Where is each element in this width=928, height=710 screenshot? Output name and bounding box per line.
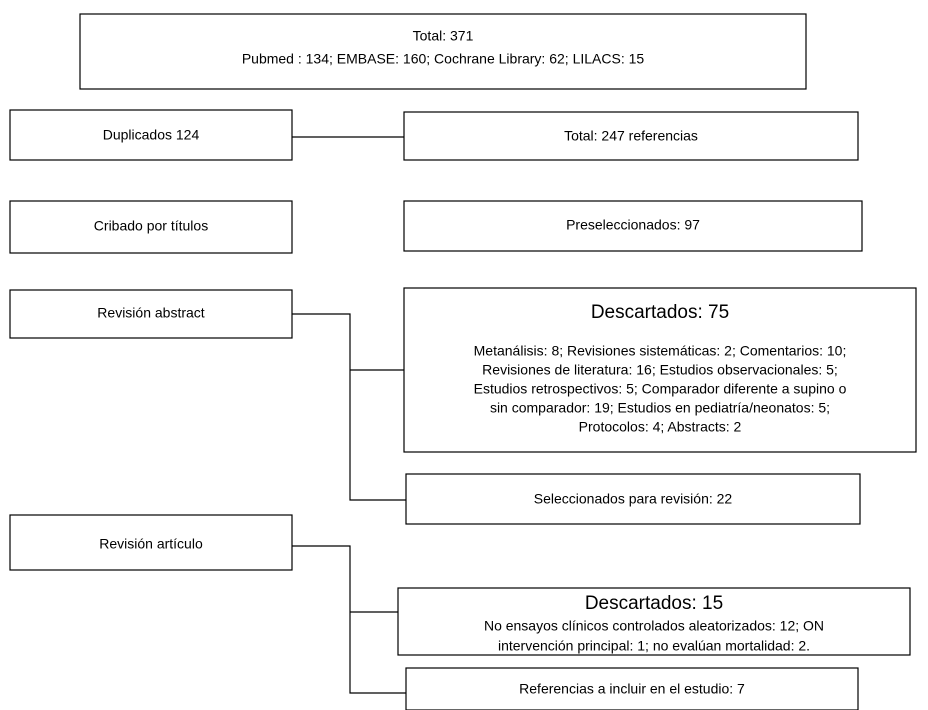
node-referencias: Referencias a incluir en el estudio: 7 <box>405 667 859 710</box>
node-duplicados: Duplicados 124 <box>9 109 293 161</box>
node-total-inicial: Total: 371 Pubmed : 134; EMBASE: 160; Coc… <box>79 13 807 90</box>
node-cribado: Cribado por títulos <box>9 200 293 254</box>
node-total-referencias: Total: 247 referencias <box>403 111 859 161</box>
box <box>403 287 917 453</box>
box <box>9 514 293 571</box>
box-text: Estudios retrospectivos: 5; Comparador d… <box>474 381 847 397</box>
box-text: Total: 371 <box>413 28 474 44</box>
box-text: Revisiones de literatura: 16; Estudios o… <box>482 362 838 378</box>
box-title: Descartados: 15 <box>585 593 723 614</box>
box <box>9 289 293 339</box>
box-text: No ensayos clínicos controlados aleatori… <box>484 618 824 634</box>
box <box>79 13 807 90</box>
box-text: Duplicados 124 <box>103 127 200 143</box>
box-text: intervención principal: 1; no evalúan mo… <box>498 638 810 654</box>
box <box>397 587 911 656</box>
box-text: Cribado por títulos <box>94 218 208 234</box>
box-title: Descartados: 75 <box>591 302 729 323</box>
connector <box>292 313 406 501</box>
box-text: Preseleccionados: 97 <box>566 217 700 233</box>
node-descartados-75: Descartados: 75 Metanálisis: 8; Revisione… <box>403 287 917 453</box>
box-text: Pubmed : 134; EMBASE: 160; Cochrane Libr… <box>242 51 645 67</box>
box <box>405 473 861 525</box>
box-text: Metanálisis: 8; Revisiones sistemáticas:… <box>474 343 847 359</box>
node-revision-articulo: Revisión artículo <box>9 514 293 571</box>
box-text: Protocolos: 4; Abstracts: 2 <box>579 419 742 435</box>
node-revision-abstract: Revisión abstract <box>9 289 293 339</box>
box-text: Revisión abstract <box>97 305 204 321</box>
box-text: Referencias a incluir en el estudio: 7 <box>519 681 745 697</box>
node-descartados-15: Descartados: 15 No ensayos clínicos contr… <box>397 587 911 656</box>
connector <box>292 545 406 694</box>
box-text: Revisión artículo <box>99 536 203 552</box>
box-text: Seleccionados para revisión: 22 <box>534 491 733 507</box>
node-seleccionados: Seleccionados para revisión: 22 <box>405 473 861 525</box>
box <box>405 667 859 710</box>
box <box>9 109 293 161</box>
box-text: Total: 247 referencias <box>564 128 698 144</box>
box <box>403 200 863 252</box>
box <box>403 111 859 161</box>
box-text: sin comparador: 19; Estudios en pediatrí… <box>490 400 830 416</box>
connectors <box>292 136 406 694</box>
box <box>9 200 293 254</box>
node-preseleccionados: Preseleccionados: 97 <box>403 200 863 252</box>
